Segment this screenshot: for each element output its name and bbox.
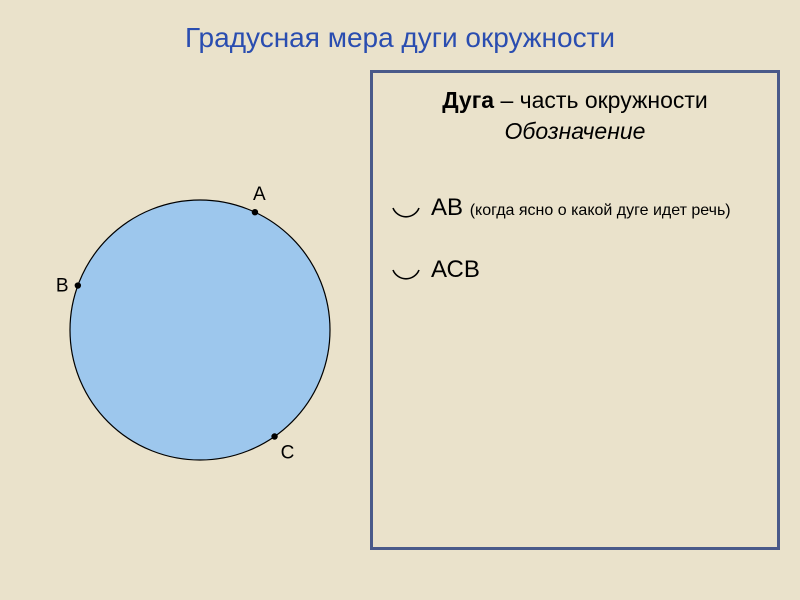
notation-entry: АВ (когда ясно о какой дуге идет речь) xyxy=(391,193,759,227)
point-label: В xyxy=(56,276,69,297)
definition-line: Дуга – часть окружности xyxy=(391,87,759,114)
definition-box: Дуга – часть окружности Обозначение АВ (… xyxy=(370,70,780,550)
notation-text: АВ (когда ясно о какой дуге идет речь) xyxy=(431,193,731,223)
arc-icon xyxy=(391,197,421,231)
notation-heading: Обозначение xyxy=(391,118,759,145)
point-dot xyxy=(271,433,277,439)
notation-label: АВ xyxy=(431,194,463,221)
definition-term: Дуга xyxy=(442,87,494,113)
definition-rest: – часть окружности xyxy=(494,87,708,113)
point-dot xyxy=(252,209,258,215)
notation-entry: АСВ xyxy=(391,255,759,289)
circle xyxy=(70,200,330,460)
arc-icon xyxy=(391,259,421,293)
notation-sub: (когда ясно о какой дуге идет речь) xyxy=(470,202,731,219)
point-label: А xyxy=(253,184,266,205)
point-dot xyxy=(75,282,81,288)
notation-text: АСВ xyxy=(431,255,480,285)
circle-diagram: А В С xyxy=(40,120,360,480)
page-title: Градусная мера дуги окружности xyxy=(0,22,800,54)
point-label: С xyxy=(281,442,295,463)
notation-label: АСВ xyxy=(431,256,480,283)
